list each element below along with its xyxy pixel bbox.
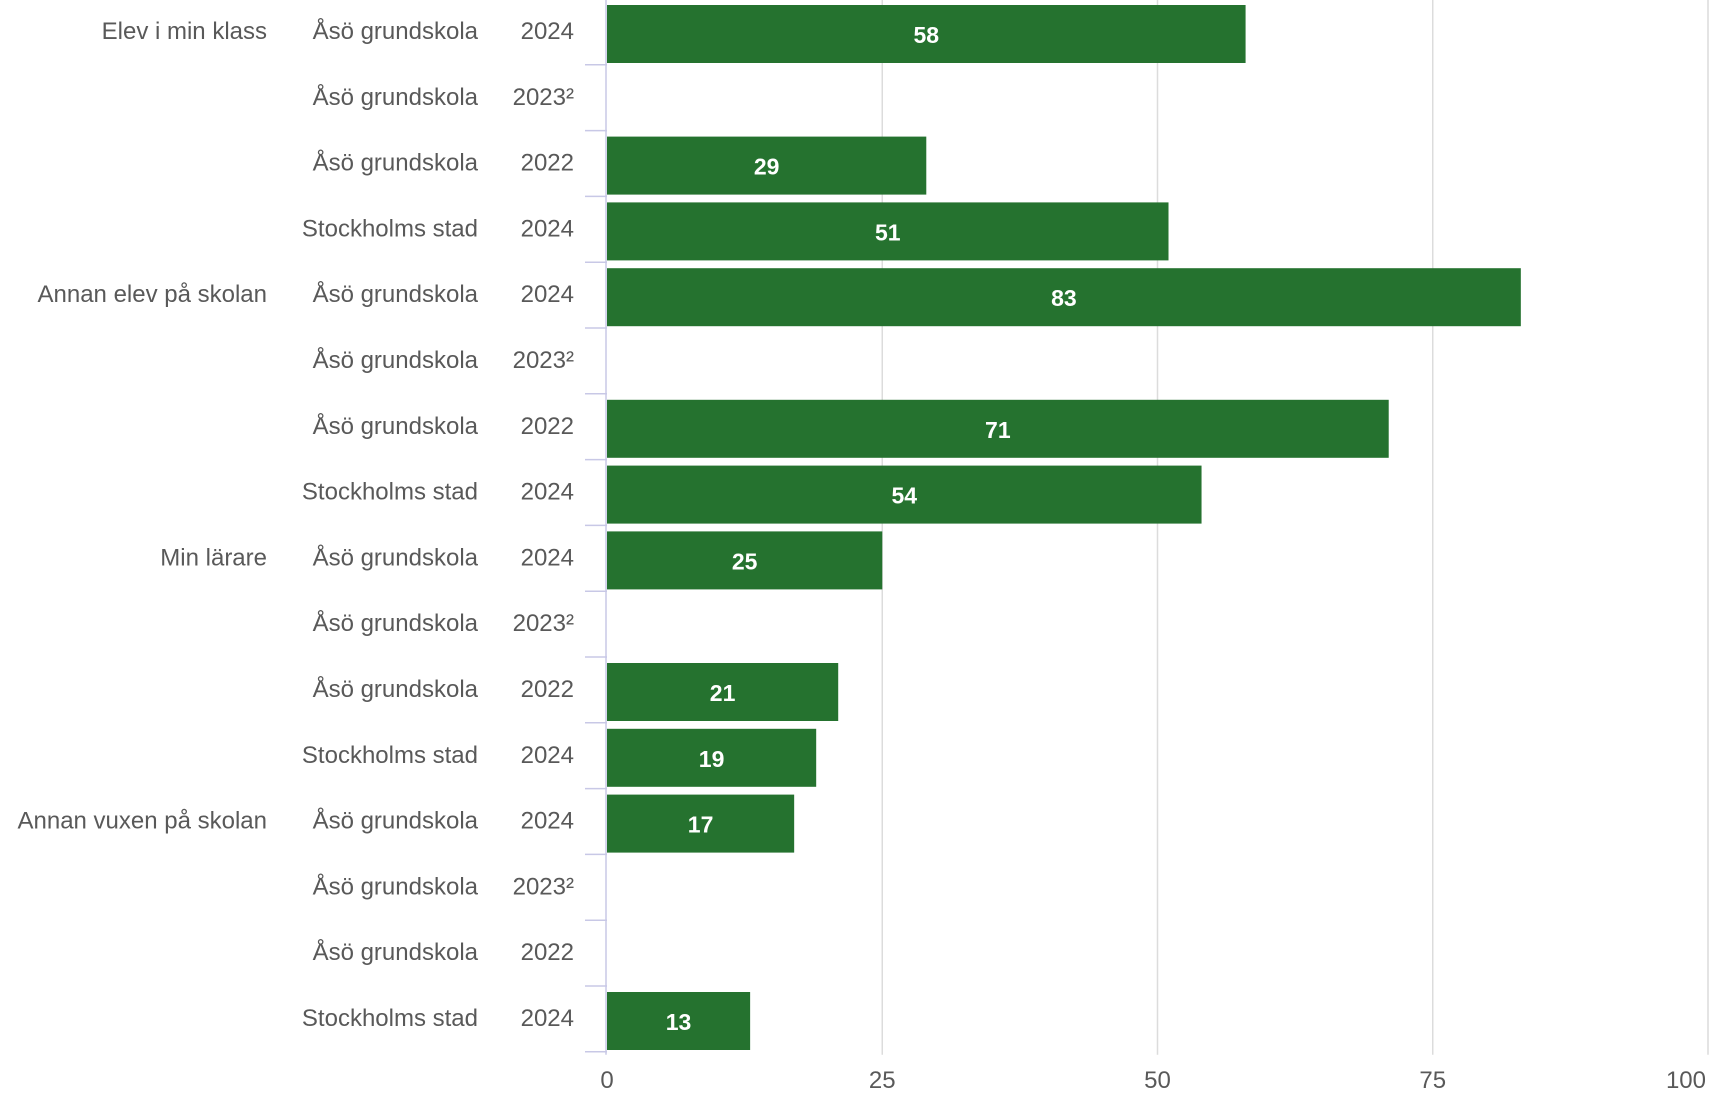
- bar-value-label: 17: [688, 812, 714, 838]
- x-axis-ticks: 0 25 50 75 100: [600, 1067, 1706, 1094]
- year-label: 2024: [521, 18, 574, 45]
- school-label: Åsö grundskola: [313, 609, 479, 637]
- year-label: 2023²: [513, 84, 574, 111]
- bar-value-label: 71: [985, 417, 1011, 443]
- school-label: Åsö grundskola: [313, 543, 479, 571]
- year-label: 2022: [521, 150, 574, 177]
- year-label: 2024: [521, 1005, 574, 1032]
- group-label: Elev i min klass: [102, 18, 267, 45]
- bar: [607, 268, 1521, 327]
- year-label: 2022: [521, 676, 574, 703]
- year-label: 2022: [521, 413, 574, 440]
- bar: [607, 992, 751, 1050]
- x-tick-label: 25: [869, 1067, 896, 1090]
- bar: [607, 202, 1169, 261]
- axes: [585, 0, 607, 1055]
- bar: [607, 136, 927, 195]
- group-label: Min lärare: [160, 544, 267, 571]
- year-label: 2024: [521, 479, 574, 506]
- school-label: Åsö grundskola: [313, 346, 479, 374]
- bars: [607, 5, 1521, 1050]
- school-label: Stockholms stad: [302, 479, 478, 506]
- school-label: Åsö grundskola: [313, 280, 479, 308]
- bar-value-label: 13: [666, 1009, 692, 1035]
- bar: [607, 728, 817, 787]
- bar-value-label: 58: [913, 22, 939, 48]
- school-label: Åsö grundskola: [313, 938, 479, 966]
- x-tick-label: 100: [1666, 1067, 1706, 1090]
- bar-value-label: 19: [699, 746, 725, 772]
- school-label: Åsö grundskola: [313, 872, 479, 900]
- year-label: 2024: [521, 808, 574, 835]
- bar: [607, 531, 883, 590]
- x-tick-label: 75: [1419, 1067, 1446, 1090]
- category-labels: Elev i min klass Åsö grundskola 2024 Åsö gr…: [17, 17, 574, 1032]
- year-label: 2023²: [513, 873, 574, 900]
- school-label: Åsö grundskola: [313, 149, 479, 177]
- gridlines: [881, 0, 1709, 1055]
- school-label: Åsö grundskola: [313, 17, 479, 45]
- bar-value-label: 54: [891, 483, 917, 509]
- group-label: Annan vuxen på skolan: [17, 808, 267, 835]
- bar: [607, 465, 1202, 524]
- bar: [607, 794, 795, 853]
- group-label: Annan elev på skolan: [38, 281, 268, 308]
- school-label: Stockholms stad: [302, 742, 478, 769]
- value-labels: 58 29 51 83 71 54 25 21 19 17 13: [666, 22, 1077, 1035]
- x-tick-label: 50: [1144, 1067, 1171, 1090]
- bar: [607, 399, 1389, 458]
- bar: [607, 5, 1246, 63]
- school-label: Åsö grundskola: [313, 675, 479, 703]
- school-label: Åsö grundskola: [313, 83, 479, 111]
- bar-value-label: 21: [710, 680, 736, 706]
- year-label: 2024: [521, 544, 574, 571]
- bar-value-label: 51: [875, 219, 901, 245]
- school-label: Stockholms stad: [302, 1005, 478, 1032]
- bar-value-label: 25: [732, 548, 758, 574]
- x-tick-label: 0: [600, 1067, 613, 1090]
- bar-value-label: 29: [754, 154, 780, 180]
- bar: [607, 663, 839, 721]
- year-label: 2024: [521, 281, 574, 308]
- year-label: 2023²: [513, 347, 574, 374]
- bar-value-label: 83: [1051, 285, 1077, 311]
- year-label: 2023²: [513, 610, 574, 637]
- school-label: Åsö grundskola: [313, 807, 479, 835]
- school-label: Åsö grundskola: [313, 412, 479, 440]
- school-label: Stockholms stad: [302, 215, 478, 242]
- year-label: 2022: [521, 939, 574, 966]
- year-label: 2024: [521, 742, 574, 769]
- year-label: 2024: [521, 215, 574, 242]
